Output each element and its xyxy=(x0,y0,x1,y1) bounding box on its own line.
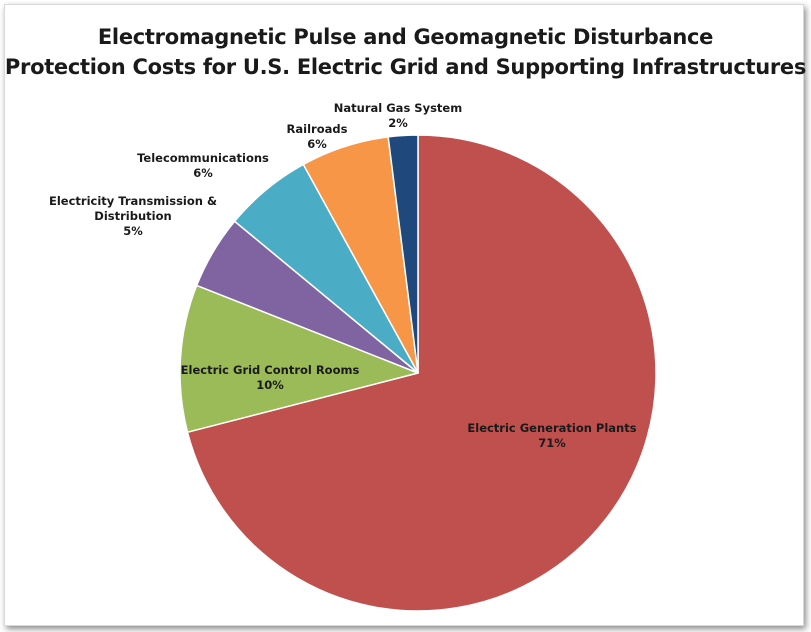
chart-title-line-1: Electromagnetic Pulse and Geomagnetic Di… xyxy=(97,25,714,49)
slice-label-line: Electricity Transmission & xyxy=(49,194,217,208)
pie-slices xyxy=(179,134,657,612)
pie-slice-natural-gas-system xyxy=(387,134,419,374)
slice-label-line: Natural Gas System xyxy=(334,101,462,115)
slice-label-line: 10% xyxy=(256,378,284,392)
slice-label-line: 5% xyxy=(123,224,143,238)
slice-label-line: 6% xyxy=(307,137,327,151)
chart-title: Electromagnetic Pulse and Geomagnetic Di… xyxy=(0,22,811,82)
slice-label-railroads: Railroads 6% xyxy=(287,122,348,151)
slice-label-telecommunications: Telecommunications 6% xyxy=(137,151,269,180)
slice-label-line: Distribution xyxy=(94,209,171,223)
pie-labels: Electric Generation Plants 71% Electric Gr… xyxy=(49,101,637,450)
slice-label-line: 2% xyxy=(388,116,408,130)
slice-label-line: 6% xyxy=(193,166,213,180)
slice-label-line: Electric Generation Plants xyxy=(467,421,636,435)
slice-label-line: 71% xyxy=(538,436,566,450)
slice-label-electricity-transmission-and-distribution: Electricity Transmission & Distribution 5% xyxy=(49,194,217,238)
slice-label-natural-gas-system: Natural Gas System 2% xyxy=(334,101,462,130)
pie-slice-electric-generation-plants xyxy=(186,134,657,612)
slice-label-line: Electric Grid Control Rooms xyxy=(181,363,360,377)
pie-slice-electric-grid-control-rooms xyxy=(179,284,419,433)
chart-title-line-2: Protection Costs for U.S. Electric Grid … xyxy=(4,55,807,79)
slice-label-electric-grid-control-rooms: Electric Grid Control Rooms 10% xyxy=(181,363,360,392)
slice-label-electric-generation-plants: Electric Generation Plants 71% xyxy=(467,421,636,450)
slice-label-line: Railroads xyxy=(287,122,348,136)
slice-label-line: Telecommunications xyxy=(137,151,269,165)
